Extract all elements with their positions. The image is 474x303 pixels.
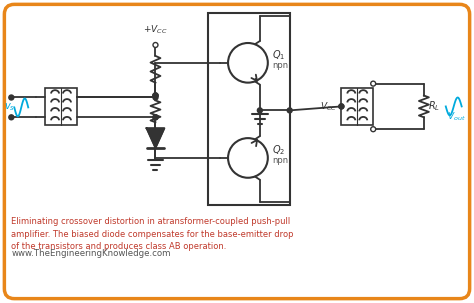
Circle shape [9,95,14,100]
Circle shape [153,93,158,98]
Circle shape [371,127,376,132]
FancyBboxPatch shape [4,4,470,299]
Circle shape [153,95,158,100]
Circle shape [153,115,158,120]
Text: npn: npn [272,156,288,165]
Text: Eliminating crossover distortion in atransformer-coupled push-pull
amplifier. Th: Eliminating crossover distortion in atra… [11,217,294,251]
Circle shape [153,42,158,48]
Bar [45,88,77,125]
Circle shape [228,43,268,83]
Text: $V_{CC}$: $V_{CC}$ [320,100,337,113]
Circle shape [153,93,158,98]
Circle shape [153,115,158,120]
Text: www.TheEngineeringKnowledge.com: www.TheEngineeringKnowledge.com [11,249,171,258]
Text: $+V_{CC}$: $+V_{CC}$ [143,24,168,36]
Bar [208,13,290,205]
Text: npn: npn [272,61,288,70]
Text: $Q_1$: $Q_1$ [272,48,285,62]
Text: $v_s$: $v_s$ [4,102,15,113]
Circle shape [228,138,268,178]
Circle shape [257,108,262,113]
Polygon shape [146,128,164,148]
Circle shape [339,104,344,109]
Text: $Q_2$: $Q_2$ [272,143,285,157]
Circle shape [287,108,292,113]
Bar [341,88,373,125]
Circle shape [153,93,158,98]
Text: $R_L$: $R_L$ [428,99,440,113]
Circle shape [9,115,14,120]
Circle shape [339,104,344,109]
Text: $V_{out}$: $V_{out}$ [447,110,465,123]
Circle shape [371,81,376,86]
